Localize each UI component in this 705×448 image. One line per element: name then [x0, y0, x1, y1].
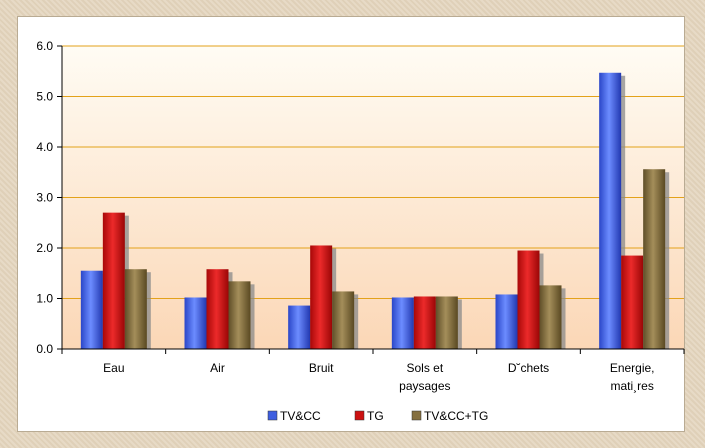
- x-tick-label: D˘chets: [508, 361, 549, 375]
- bar-TV&CC+TG: [228, 281, 251, 349]
- bar-TG: [102, 212, 125, 349]
- x-tick-label: Air: [210, 361, 225, 375]
- y-tick-label: 6.0: [36, 39, 53, 53]
- legend-label: TG: [367, 409, 384, 423]
- legend-swatch: [354, 410, 365, 421]
- y-tick-label: 2.0: [36, 241, 53, 255]
- bar-TV&CC+TG: [435, 296, 458, 349]
- bar-TG: [413, 296, 436, 349]
- legend-label: TV&CC+TG: [424, 409, 488, 423]
- bar-TV&CC: [599, 72, 622, 349]
- legend-label: TV&CC: [280, 409, 321, 423]
- bar-TV&CC: [184, 297, 207, 349]
- legend-swatch: [267, 410, 278, 421]
- bar-TV&CC: [80, 270, 103, 349]
- x-tick-label: Bruit: [309, 361, 334, 375]
- bar-TG: [517, 250, 540, 349]
- legend-swatch: [411, 410, 422, 421]
- bar-TG: [206, 269, 229, 349]
- y-tick-label: 0.0: [36, 342, 53, 356]
- x-tick-label: Energie,: [610, 361, 655, 375]
- x-tick-label: paysages: [399, 379, 450, 393]
- bar-TV&CC: [495, 294, 518, 349]
- y-tick-label: 3.0: [36, 191, 53, 205]
- x-tick-label: Sols et: [406, 361, 443, 375]
- y-tick-label: 4.0: [36, 140, 53, 154]
- bar-TV&CC+TG: [539, 285, 562, 349]
- x-tick-label: mati¸res: [610, 379, 653, 393]
- bar-TV&CC+TG: [643, 169, 666, 349]
- bar-TV&CC: [391, 297, 414, 349]
- y-tick-label: 1.0: [36, 292, 53, 306]
- bar-TG: [621, 255, 644, 349]
- y-tick-label: 5.0: [36, 90, 53, 104]
- bar-TG: [310, 245, 333, 349]
- x-tick-label: Eau: [103, 361, 124, 375]
- bar-TV&CC: [288, 305, 311, 349]
- bar-TV&CC+TG: [124, 269, 147, 349]
- bar-TV&CC+TG: [332, 291, 355, 349]
